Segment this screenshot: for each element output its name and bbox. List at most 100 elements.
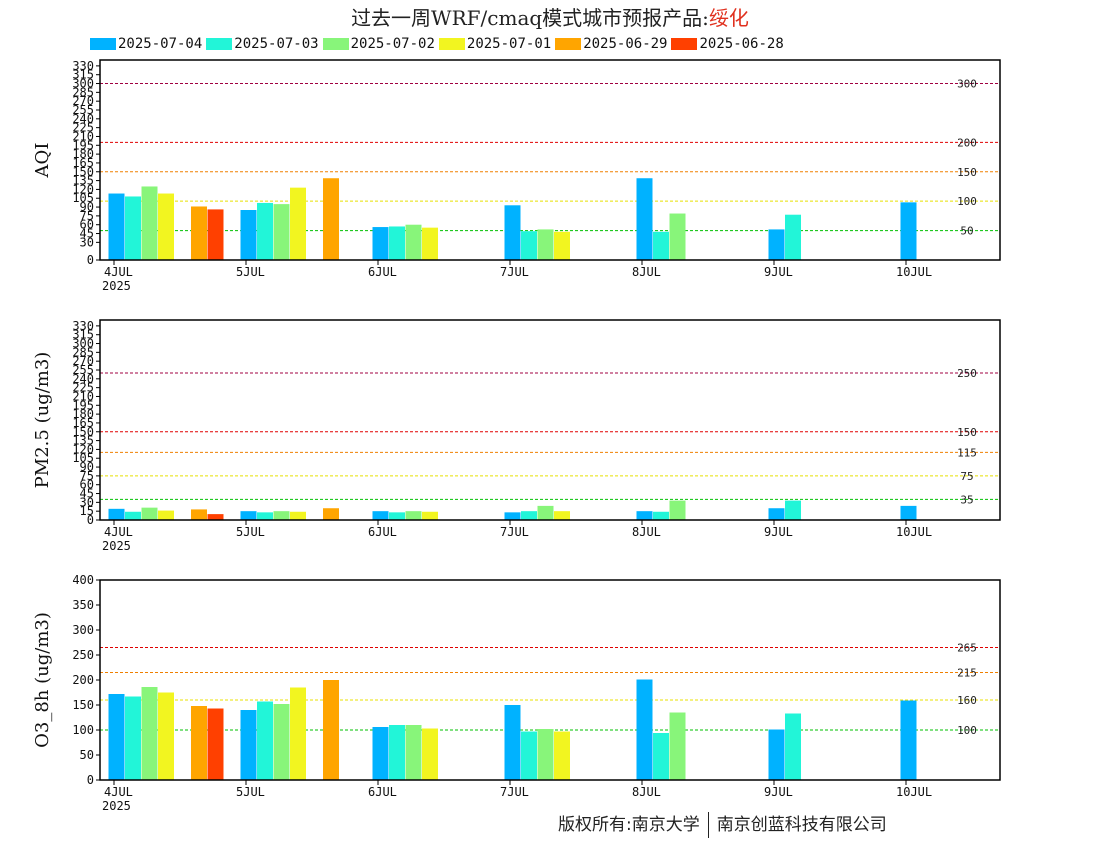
legend-label: 2025-06-28 <box>699 36 784 52</box>
threshold-label: 100 <box>957 724 977 737</box>
bar <box>108 694 125 780</box>
x-tick-label: 4JUL <box>104 525 133 539</box>
threshold-label: 265 <box>957 642 977 655</box>
y-tick-label: 240 <box>72 372 94 386</box>
y-tick-label: 75 <box>80 209 94 223</box>
bar <box>158 510 174 520</box>
y-tick-label: 30 <box>80 495 94 509</box>
threshold-label: 75 <box>960 470 973 483</box>
bar <box>290 687 306 780</box>
bar <box>191 706 207 780</box>
x-tick-label: 8JUL <box>632 785 661 799</box>
bar <box>125 511 141 520</box>
bar <box>900 202 917 260</box>
x-tick-label: 7JUL <box>500 265 529 279</box>
bar <box>653 733 669 780</box>
legend-label: 2025-07-04 <box>118 36 203 52</box>
x-tick-label: 5JUL <box>236 525 265 539</box>
x-tick-label: 10JUL <box>896 265 932 279</box>
legend-swatch <box>438 38 465 50</box>
bar <box>422 227 438 260</box>
bar <box>207 209 224 260</box>
bar <box>273 511 290 520</box>
x-tick-label: 9JUL <box>764 525 793 539</box>
legend-item: 2025-06-29 <box>555 36 667 52</box>
y-tick-label: 150 <box>72 165 94 179</box>
x-year-label: 2025 <box>102 539 131 553</box>
y-tick-label: 225 <box>72 381 94 395</box>
y-tick-label: 270 <box>72 94 94 108</box>
threshold-label: 50 <box>960 225 973 238</box>
bar <box>240 511 257 520</box>
bar <box>785 500 801 520</box>
bar <box>323 508 339 520</box>
y-tick-label: 135 <box>72 174 94 188</box>
bar <box>669 500 686 520</box>
threshold-label: 300 <box>957 78 977 91</box>
footer-left: 版权所有:南京大学 <box>558 815 700 835</box>
y-tick-label: 315 <box>72 328 94 342</box>
y-tick-label: 150 <box>72 698 94 712</box>
bar <box>422 728 438 780</box>
y-tick-label: 350 <box>72 598 94 612</box>
legend-swatch <box>322 38 349 50</box>
bar <box>372 511 389 520</box>
title-main: 过去一周WRF/cmaq模式城市预报产品: <box>351 6 709 30</box>
bar <box>257 202 273 260</box>
y-axis-label: AQI <box>32 143 53 179</box>
x-tick-label: 7JUL <box>500 525 529 539</box>
bar <box>900 505 917 520</box>
bar <box>290 187 306 260</box>
bar <box>273 204 290 260</box>
x-tick-label: 5JUL <box>236 265 265 279</box>
y-tick-label: 0 <box>87 253 94 267</box>
y-tick-label: 15 <box>80 504 94 518</box>
chart-panel: 100 160 215 265 0 50 100 150 200 250 300 350 400 4JUL… <box>32 573 1001 813</box>
copyright-footer: 版权所有:南京大学 南京创蓝科技有限公司 <box>558 810 887 838</box>
y-tick-label: 45 <box>80 487 94 501</box>
y-tick-label: 330 <box>72 319 94 333</box>
y-tick-label: 45 <box>80 227 94 241</box>
y-tick-label: 270 <box>72 354 94 368</box>
x-tick-label: 4JUL <box>104 785 133 799</box>
chart-panel: 3575115150250015304560759010512013515016… <box>32 319 1001 553</box>
bar <box>669 213 686 260</box>
x-year-label: 2025 <box>102 279 131 293</box>
bar <box>504 512 521 520</box>
footer-divider <box>707 812 709 838</box>
bar <box>422 511 438 520</box>
legend-item: 2025-07-02 <box>322 36 435 52</box>
bar <box>323 680 339 780</box>
threshold-label: 35 <box>960 493 973 506</box>
legend-item: 2025-07-04 <box>90 36 202 52</box>
bar <box>636 178 653 260</box>
y-tick-label: 195 <box>72 138 94 152</box>
threshold-label: 215 <box>957 667 977 680</box>
threshold-label: 200 <box>957 136 977 149</box>
threshold-label: 160 <box>957 694 977 707</box>
x-tick-label: 7JUL <box>500 785 529 799</box>
bar <box>389 725 405 780</box>
bar <box>207 514 224 520</box>
bar <box>405 725 422 780</box>
bar <box>537 729 554 780</box>
legend: 2025-07-04 2025-07-03 2025-07-02 2025-07-01… <box>90 36 788 52</box>
bar <box>537 229 554 260</box>
y-tick-label: 180 <box>72 407 94 421</box>
bar <box>372 227 389 260</box>
threshold-label: 100 <box>957 195 977 208</box>
bar <box>900 700 917 780</box>
bar <box>273 704 290 780</box>
y-tick-label: 150 <box>72 425 94 439</box>
x-tick-label: 5JUL <box>236 785 265 799</box>
x-tick-label: 6JUL <box>368 785 397 799</box>
y-tick-label: 50 <box>80 748 94 762</box>
threshold-label: 250 <box>957 367 977 380</box>
bar <box>141 186 158 260</box>
bar <box>323 178 339 260</box>
y-tick-label: 0 <box>87 513 94 527</box>
legend-label: 2025-06-29 <box>583 36 668 52</box>
y-tick-label: 90 <box>80 200 94 214</box>
bar <box>768 229 785 260</box>
